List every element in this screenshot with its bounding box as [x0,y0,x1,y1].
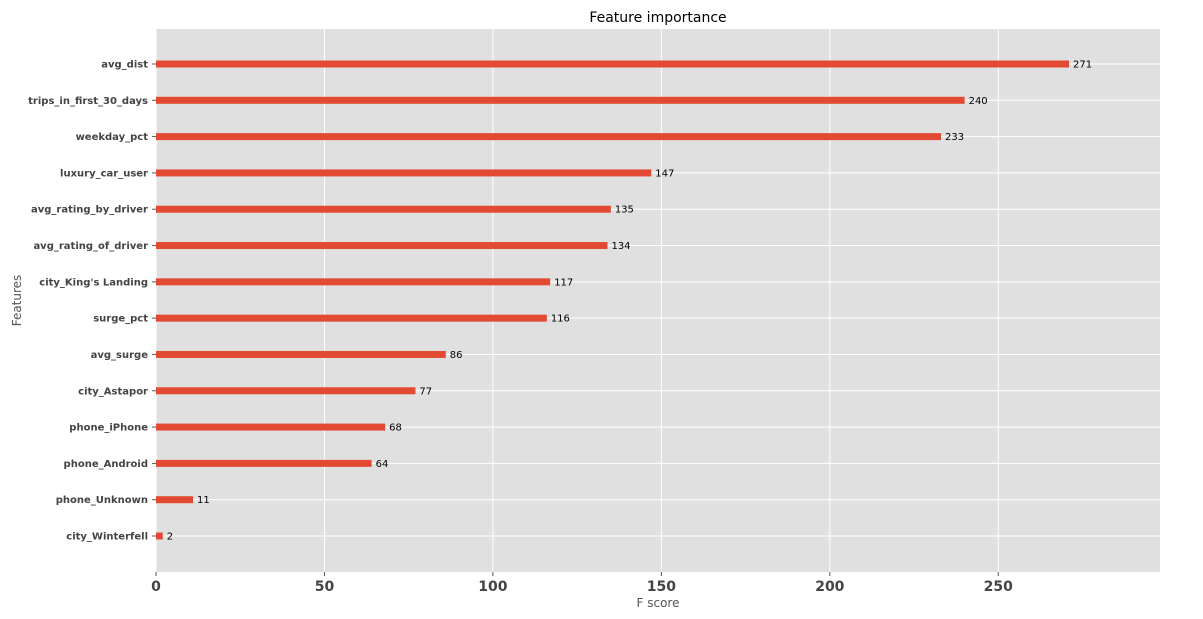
x-tick-label: 50 [315,579,335,595]
bar-value-label: 11 [197,495,210,506]
y-tick-label: phone_Android [64,459,148,470]
y-tick-label: surge_pct [93,314,148,325]
x-axis-label: F score [637,596,680,610]
x-tick-label: 250 [984,579,1013,595]
y-tick-label: phone_Unknown [56,495,148,506]
bar-value-label: 135 [615,205,634,216]
y-tick-label: avg_rating_of_driver [33,241,148,252]
y-tick-label: city_Astapor [78,386,148,397]
bar-value-label: 86 [450,350,463,361]
bar-value-label: 116 [551,314,570,325]
y-tick-label: trips_in_first_30_days [28,96,148,107]
x-tick-label: 0 [151,579,161,595]
chart-title: Feature importance [589,10,726,26]
bar-value-label: 271 [1073,60,1092,71]
bar [156,169,652,177]
bar-value-label: 77 [419,386,432,397]
bar [156,96,965,104]
bar [156,532,163,540]
bar-value-label: 233 [945,132,964,143]
y-tick-label: city_King's Landing [39,277,148,288]
bars: 271 240 233 147 135 134 117 116 86 77 68 64 11 2 [156,60,1092,543]
bar-value-label: 68 [389,423,402,434]
y-tick-label: weekday_pct [76,132,149,143]
bar [156,350,446,358]
y-tick-label: luxury_car_user [60,168,148,179]
x-tick-labels: 0 50 100 150 200 250 [151,572,1013,595]
x-tick-label: 200 [815,579,844,595]
y-tick-label: avg_surge [91,350,149,361]
bar-value-label: 2 [167,532,173,543]
bar-value-label: 64 [376,459,389,470]
bar [156,242,608,250]
bar [156,205,611,213]
bar-value-label: 240 [969,96,988,107]
bar [156,278,551,286]
y-tick-label: phone_iPhone [69,423,148,434]
x-tick-label: 100 [478,579,507,595]
y-axis-label: Features [10,275,24,327]
x-tick-label: 150 [647,579,676,595]
bar-value-label: 134 [611,241,630,252]
bar [156,133,942,141]
bar [156,60,1070,68]
bar [156,314,547,322]
plot-background [156,29,1160,572]
y-tick-labels: avg_dist trips_in_first_30_days weekday_pc… [28,60,156,543]
y-tick-label: avg_rating_by_driver [31,205,148,216]
bar [156,423,386,431]
bar-value-label: 117 [554,277,573,288]
bar-value-label: 147 [655,168,674,179]
bar [156,496,194,504]
bar [156,459,372,467]
y-tick-label: city_Winterfell [66,532,148,543]
bar [156,387,416,395]
y-tick-label: avg_dist [101,60,148,71]
